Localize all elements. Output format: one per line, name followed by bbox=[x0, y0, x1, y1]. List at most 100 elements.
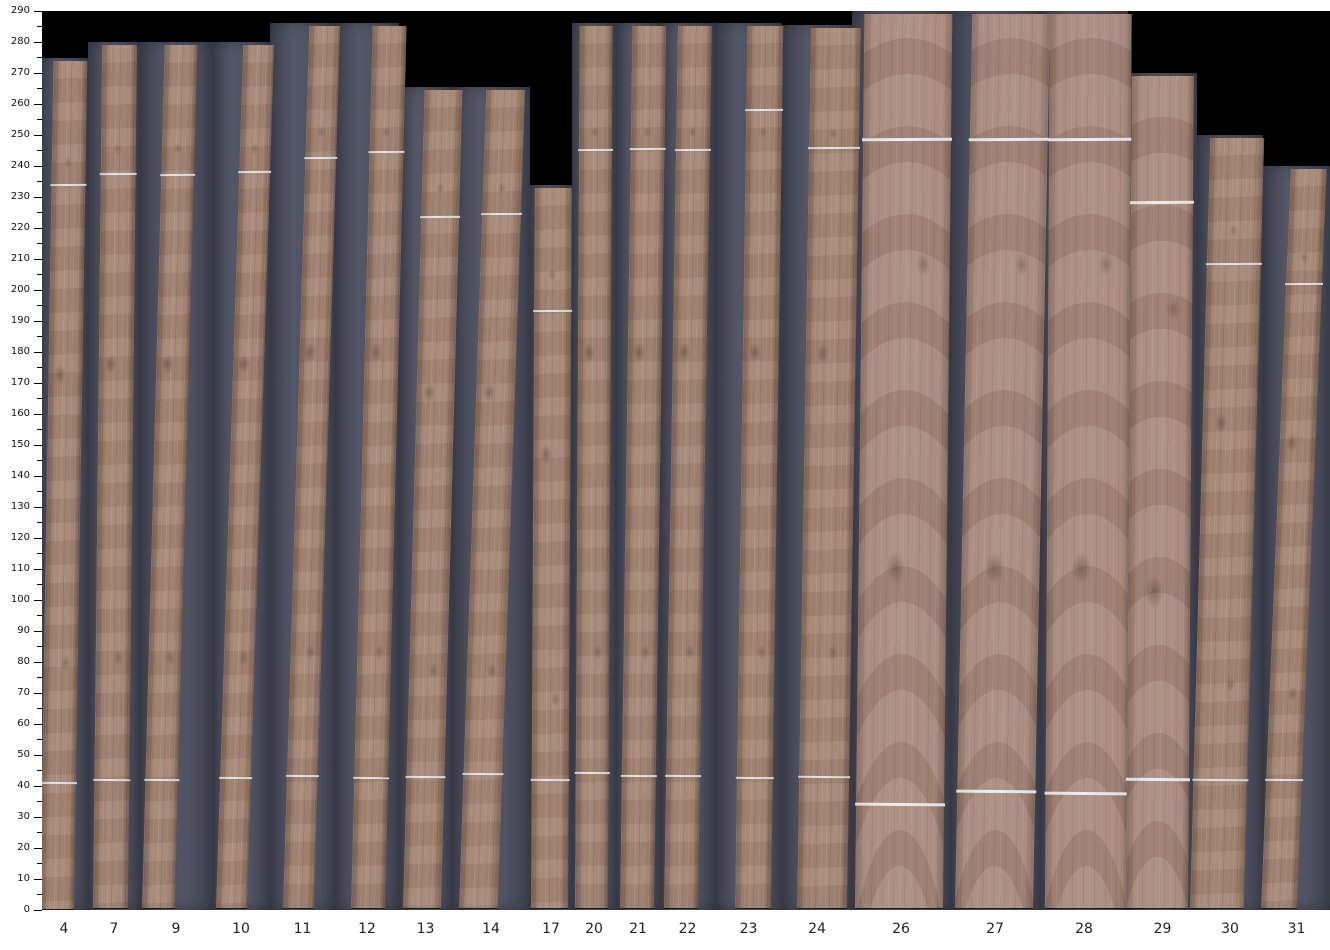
x-tick-label: 11 bbox=[293, 921, 312, 937]
chalk-mark bbox=[533, 308, 573, 312]
chalk-mark bbox=[480, 212, 523, 216]
y-minor-tick bbox=[37, 584, 42, 585]
y-tick-label: 30 bbox=[17, 811, 30, 822]
chalk-mark bbox=[93, 778, 131, 781]
chalk-mark bbox=[530, 778, 570, 781]
y-tick-label: 250 bbox=[10, 129, 30, 140]
chalk-mark bbox=[745, 109, 784, 112]
chalk-mark bbox=[1125, 777, 1190, 782]
chalk-mark bbox=[577, 149, 613, 152]
chalk-mark bbox=[735, 777, 774, 780]
y-minor-tick bbox=[37, 181, 42, 182]
y-tick-label: 210 bbox=[10, 253, 30, 264]
chalk-mark bbox=[219, 777, 253, 780]
chalk-mark bbox=[1044, 791, 1129, 796]
y-tick-label: 80 bbox=[17, 656, 30, 667]
y-major-tick bbox=[34, 227, 42, 229]
y-major-tick bbox=[34, 754, 42, 756]
y-tick-label: 140 bbox=[10, 470, 30, 481]
chalk-mark bbox=[405, 775, 446, 778]
y-major-tick bbox=[34, 289, 42, 291]
y-major-tick bbox=[34, 878, 42, 880]
chalk-mark bbox=[620, 775, 657, 778]
y-tick-label: 170 bbox=[10, 377, 30, 388]
chalk-mark bbox=[968, 137, 1049, 141]
y-major-tick bbox=[34, 723, 42, 725]
chalk-mark bbox=[1205, 262, 1262, 265]
y-major-tick bbox=[34, 134, 42, 136]
y-major-tick bbox=[34, 444, 42, 446]
y-minor-tick bbox=[37, 460, 42, 461]
y-major-tick bbox=[34, 630, 42, 632]
y-tick-label: 280 bbox=[10, 36, 30, 47]
y-tick-label: 290 bbox=[10, 5, 30, 16]
y-major-tick bbox=[34, 785, 42, 787]
x-tick-label: 22 bbox=[678, 921, 697, 937]
y-minor-tick bbox=[37, 770, 42, 771]
wood-board bbox=[1044, 14, 1133, 908]
chalk-mark bbox=[1129, 201, 1194, 205]
y-major-tick bbox=[34, 103, 42, 105]
y-major-tick bbox=[34, 382, 42, 384]
y-tick-label: 150 bbox=[10, 439, 30, 450]
y-tick-label: 100 bbox=[10, 594, 30, 605]
y-minor-tick bbox=[37, 398, 42, 399]
x-tick-label: 17 bbox=[542, 921, 560, 937]
chalk-mark bbox=[1265, 778, 1304, 781]
chalk-mark bbox=[665, 775, 702, 778]
x-tick-label: 28 bbox=[1075, 921, 1093, 937]
y-minor-tick bbox=[37, 336, 42, 337]
y-tick-label: 240 bbox=[10, 160, 30, 171]
y-minor-tick bbox=[37, 367, 42, 368]
chalk-mark bbox=[1048, 137, 1133, 141]
y-minor-tick bbox=[37, 677, 42, 678]
chalk-mark bbox=[285, 775, 319, 778]
wood-board bbox=[855, 14, 953, 908]
x-tick-label: 13 bbox=[416, 921, 435, 937]
y-tick-label: 110 bbox=[10, 563, 30, 574]
x-tick-label: 20 bbox=[585, 921, 603, 937]
y-major-tick bbox=[34, 816, 42, 818]
x-tick-label: 31 bbox=[1287, 921, 1306, 937]
y-major-tick bbox=[34, 909, 42, 911]
chalk-mark bbox=[144, 778, 180, 781]
chalk-mark bbox=[420, 215, 461, 219]
y-major-tick bbox=[34, 475, 42, 477]
y-major-tick bbox=[34, 320, 42, 322]
chalk-mark bbox=[50, 183, 87, 186]
y-tick-label: 50 bbox=[17, 749, 30, 760]
chalk-mark bbox=[160, 174, 196, 177]
y-tick-label: 130 bbox=[10, 501, 30, 512]
y-tick-label: 120 bbox=[10, 532, 30, 543]
chalk-mark bbox=[353, 777, 390, 780]
y-tick-label: 190 bbox=[10, 315, 30, 326]
chalk-mark bbox=[304, 157, 338, 160]
wood-board bbox=[574, 26, 613, 908]
chalk-mark bbox=[629, 147, 666, 151]
y-minor-tick bbox=[37, 739, 42, 740]
y-minor-tick bbox=[37, 429, 42, 430]
y-major-tick bbox=[34, 506, 42, 508]
y-minor-tick bbox=[37, 801, 42, 802]
x-tick-label: 7 bbox=[109, 921, 119, 937]
y-major-tick bbox=[34, 847, 42, 849]
chalk-mark bbox=[462, 772, 504, 775]
y-major-tick bbox=[34, 692, 42, 694]
y-tick-label: 70 bbox=[17, 687, 30, 698]
y-minor-tick bbox=[37, 615, 42, 616]
x-tick-label: 29 bbox=[1153, 921, 1172, 937]
x-tick-label: 10 bbox=[232, 921, 250, 937]
y-minor-tick bbox=[37, 150, 42, 151]
x-tick-label: 14 bbox=[482, 921, 500, 937]
x-tick-label: 30 bbox=[1221, 921, 1239, 937]
y-minor-tick bbox=[37, 894, 42, 895]
x-tick-label: 12 bbox=[358, 921, 376, 937]
y-tick-label: 20 bbox=[17, 842, 30, 853]
chalk-mark bbox=[674, 149, 711, 152]
chalk-mark bbox=[238, 171, 272, 174]
y-tick-label: 220 bbox=[10, 222, 30, 233]
y-major-tick bbox=[34, 72, 42, 74]
plot-area bbox=[42, 11, 1330, 910]
x-tick-label: 27 bbox=[986, 921, 1004, 937]
y-minor-tick bbox=[37, 832, 42, 833]
